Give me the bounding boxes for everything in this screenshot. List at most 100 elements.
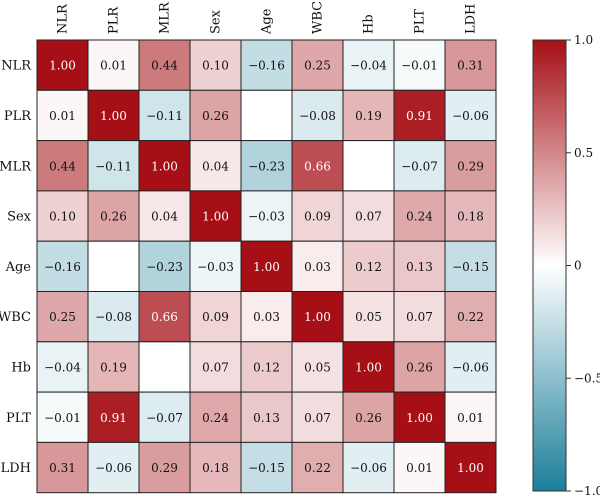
cell-value-wbc-plr: −0.08 [95, 310, 132, 324]
heatmap-cell-ldh-age [240, 441, 293, 494]
heatmap-cell-wbc-nlr [36, 291, 89, 343]
cell-value-sex-age: −0.03 [248, 210, 285, 224]
cell-value-hb-ldh: −0.06 [452, 360, 489, 374]
cell-value-plr-plt: 0.91 [406, 109, 433, 123]
cell-value-mlr-mlr: 1.00 [151, 159, 178, 173]
col-label-nlr: NLR [56, 3, 71, 34]
cell-value-plr-wbc: −0.08 [299, 109, 336, 123]
heatmap-cell-hb-sex [189, 341, 242, 393]
cell-value-nlr-plr: 0.01 [100, 59, 127, 73]
cell-value-ldh-nlr: 0.31 [49, 461, 76, 475]
cell-value-hb-sex: 0.07 [202, 360, 229, 374]
colorbar-tick-label: −1.0 [574, 484, 600, 496]
cell-value-plr-sex: 0.26 [202, 109, 229, 123]
heatmap-cell-wbc-sex [189, 291, 242, 343]
heatmap-cell-hb-wbc [291, 341, 344, 393]
heatmap-cell-ldh-sex [189, 441, 242, 494]
cell-value-hb-wbc: 0.05 [304, 360, 331, 374]
cell-value-wbc-nlr: 0.25 [49, 310, 76, 324]
heatmap-cell-age-plr [87, 240, 140, 292]
cell-value-nlr-age: −0.16 [248, 59, 285, 73]
cell-value-plr-mlr: −0.11 [146, 109, 183, 123]
colorbar-tick-label: −0.5 [574, 371, 600, 385]
cell-value-age-nlr: −0.16 [44, 260, 81, 274]
cell-value-ldh-mlr: 0.29 [151, 461, 178, 475]
cell-value-sex-sex: 1.00 [202, 210, 229, 224]
row-label-sex: Sex [7, 210, 32, 225]
cell-value-sex-plr: 0.26 [100, 210, 127, 224]
row-label-wbc: WBC [0, 310, 31, 325]
heatmap-cell-sex-mlr [138, 190, 191, 242]
heatmap-cell-plr-plt [393, 89, 446, 142]
row-label-hb: Hb [11, 360, 31, 375]
cell-value-nlr-nlr: 1.00 [49, 59, 76, 73]
cell-value-nlr-mlr: 0.44 [151, 59, 178, 73]
cell-value-sex-hb: 0.07 [355, 210, 382, 224]
col-label-hb: Hb [362, 14, 377, 34]
cell-value-plt-sex: 0.24 [202, 411, 229, 425]
heatmap-cell-nlr-plr [87, 39, 140, 91]
cell-value-plt-plr: 0.91 [100, 411, 127, 425]
cell-value-wbc-ldh: 0.22 [457, 310, 484, 324]
cell-value-mlr-wbc: 0.66 [304, 159, 331, 173]
heatmap-cell-mlr-nlr [36, 140, 89, 192]
heatmap-cells: 1.00 0.01 0.44 0.10 −0.16 0.25 −0.04 −0.01 0.31 0… [36, 39, 497, 494]
cell-value-nlr-hb: −0.04 [350, 59, 387, 73]
col-label-plr: PLR [107, 6, 122, 34]
heatmap-cell-plr-nlr [36, 89, 89, 142]
cell-value-mlr-plr: −0.11 [95, 159, 132, 173]
heatmap-cell-age-ldh [444, 240, 497, 292]
heatmap-cell-wbc-mlr [138, 291, 191, 343]
heatmap-cell-mlr-plr [87, 140, 140, 192]
cell-value-hb-age: 0.12 [253, 360, 280, 374]
cell-value-ldh-ldh: 1.00 [457, 461, 484, 475]
cell-value-nlr-plt: −0.01 [401, 59, 438, 73]
cell-value-wbc-mlr: 0.66 [151, 310, 178, 324]
cell-value-wbc-sex: 0.09 [202, 310, 229, 324]
cell-value-ldh-plr: −0.06 [95, 461, 132, 475]
colorbar-gradient [532, 39, 567, 492]
cell-value-sex-ldh: 0.18 [457, 210, 484, 224]
cell-value-age-wbc: 0.03 [304, 260, 331, 274]
cell-value-wbc-plt: 0.07 [406, 310, 433, 324]
cell-value-mlr-plt: −0.07 [401, 159, 438, 173]
heatmap-cell-sex-plr [87, 190, 140, 242]
cell-value-nlr-ldh: 0.31 [457, 59, 484, 73]
heatmap-cell-nlr-plt [393, 39, 446, 91]
heatmap-cell-wbc-age [240, 291, 293, 343]
heatmap-cell-ldh-plr [87, 441, 140, 494]
cell-value-plr-hb: 0.19 [355, 109, 382, 123]
cell-value-age-sex: −0.03 [197, 260, 234, 274]
cell-value-nlr-sex: 0.10 [202, 59, 229, 73]
cell-value-ldh-age: −0.15 [248, 461, 285, 475]
cell-value-hb-plt: 0.26 [406, 360, 433, 374]
cell-value-age-mlr: −0.23 [146, 260, 183, 274]
cell-value-hb-hb: 1.00 [355, 360, 382, 374]
heatmap-cell-mlr-wbc [291, 140, 344, 192]
col-label-age: Age [260, 8, 275, 35]
cell-value-plr-nlr: 0.01 [49, 109, 76, 123]
colorbar-ticks: 1.0 0.5 0 −0.5 −1.0 [566, 33, 600, 496]
heatmap-cell-ldh-nlr [36, 441, 89, 494]
heatmap-cell-wbc-wbc [291, 291, 344, 343]
colorbar-tick-label: 0.5 [574, 146, 593, 160]
row-label-ldh: LDH [1, 461, 31, 476]
colorbar-tick-label: 1.0 [574, 33, 593, 47]
row-label-nlr: NLR [1, 59, 32, 74]
cell-value-plt-age: 0.13 [253, 411, 280, 425]
heatmap-cell-plt-hb [342, 391, 395, 443]
heatmap-cell-age-wbc [291, 240, 344, 292]
heatmap-cell-wbc-plt [393, 291, 446, 343]
cell-value-wbc-hb: 0.05 [355, 310, 382, 324]
cell-value-plt-hb: 0.26 [355, 411, 382, 425]
cell-value-age-plt: 0.13 [406, 260, 433, 274]
cell-value-hb-nlr: −0.04 [44, 360, 81, 374]
cell-value-wbc-age: 0.03 [253, 310, 280, 324]
heatmap-cell-wbc-ldh [444, 291, 497, 343]
heatmap-cell-plr-mlr [138, 89, 191, 142]
cell-value-plt-wbc: 0.07 [304, 411, 331, 425]
colorbar: 1.0 0.5 0 −0.5 −1.0 [532, 33, 600, 496]
heatmap-cell-ldh-ldh [444, 441, 497, 494]
cell-value-hb-plr: 0.19 [100, 360, 127, 374]
